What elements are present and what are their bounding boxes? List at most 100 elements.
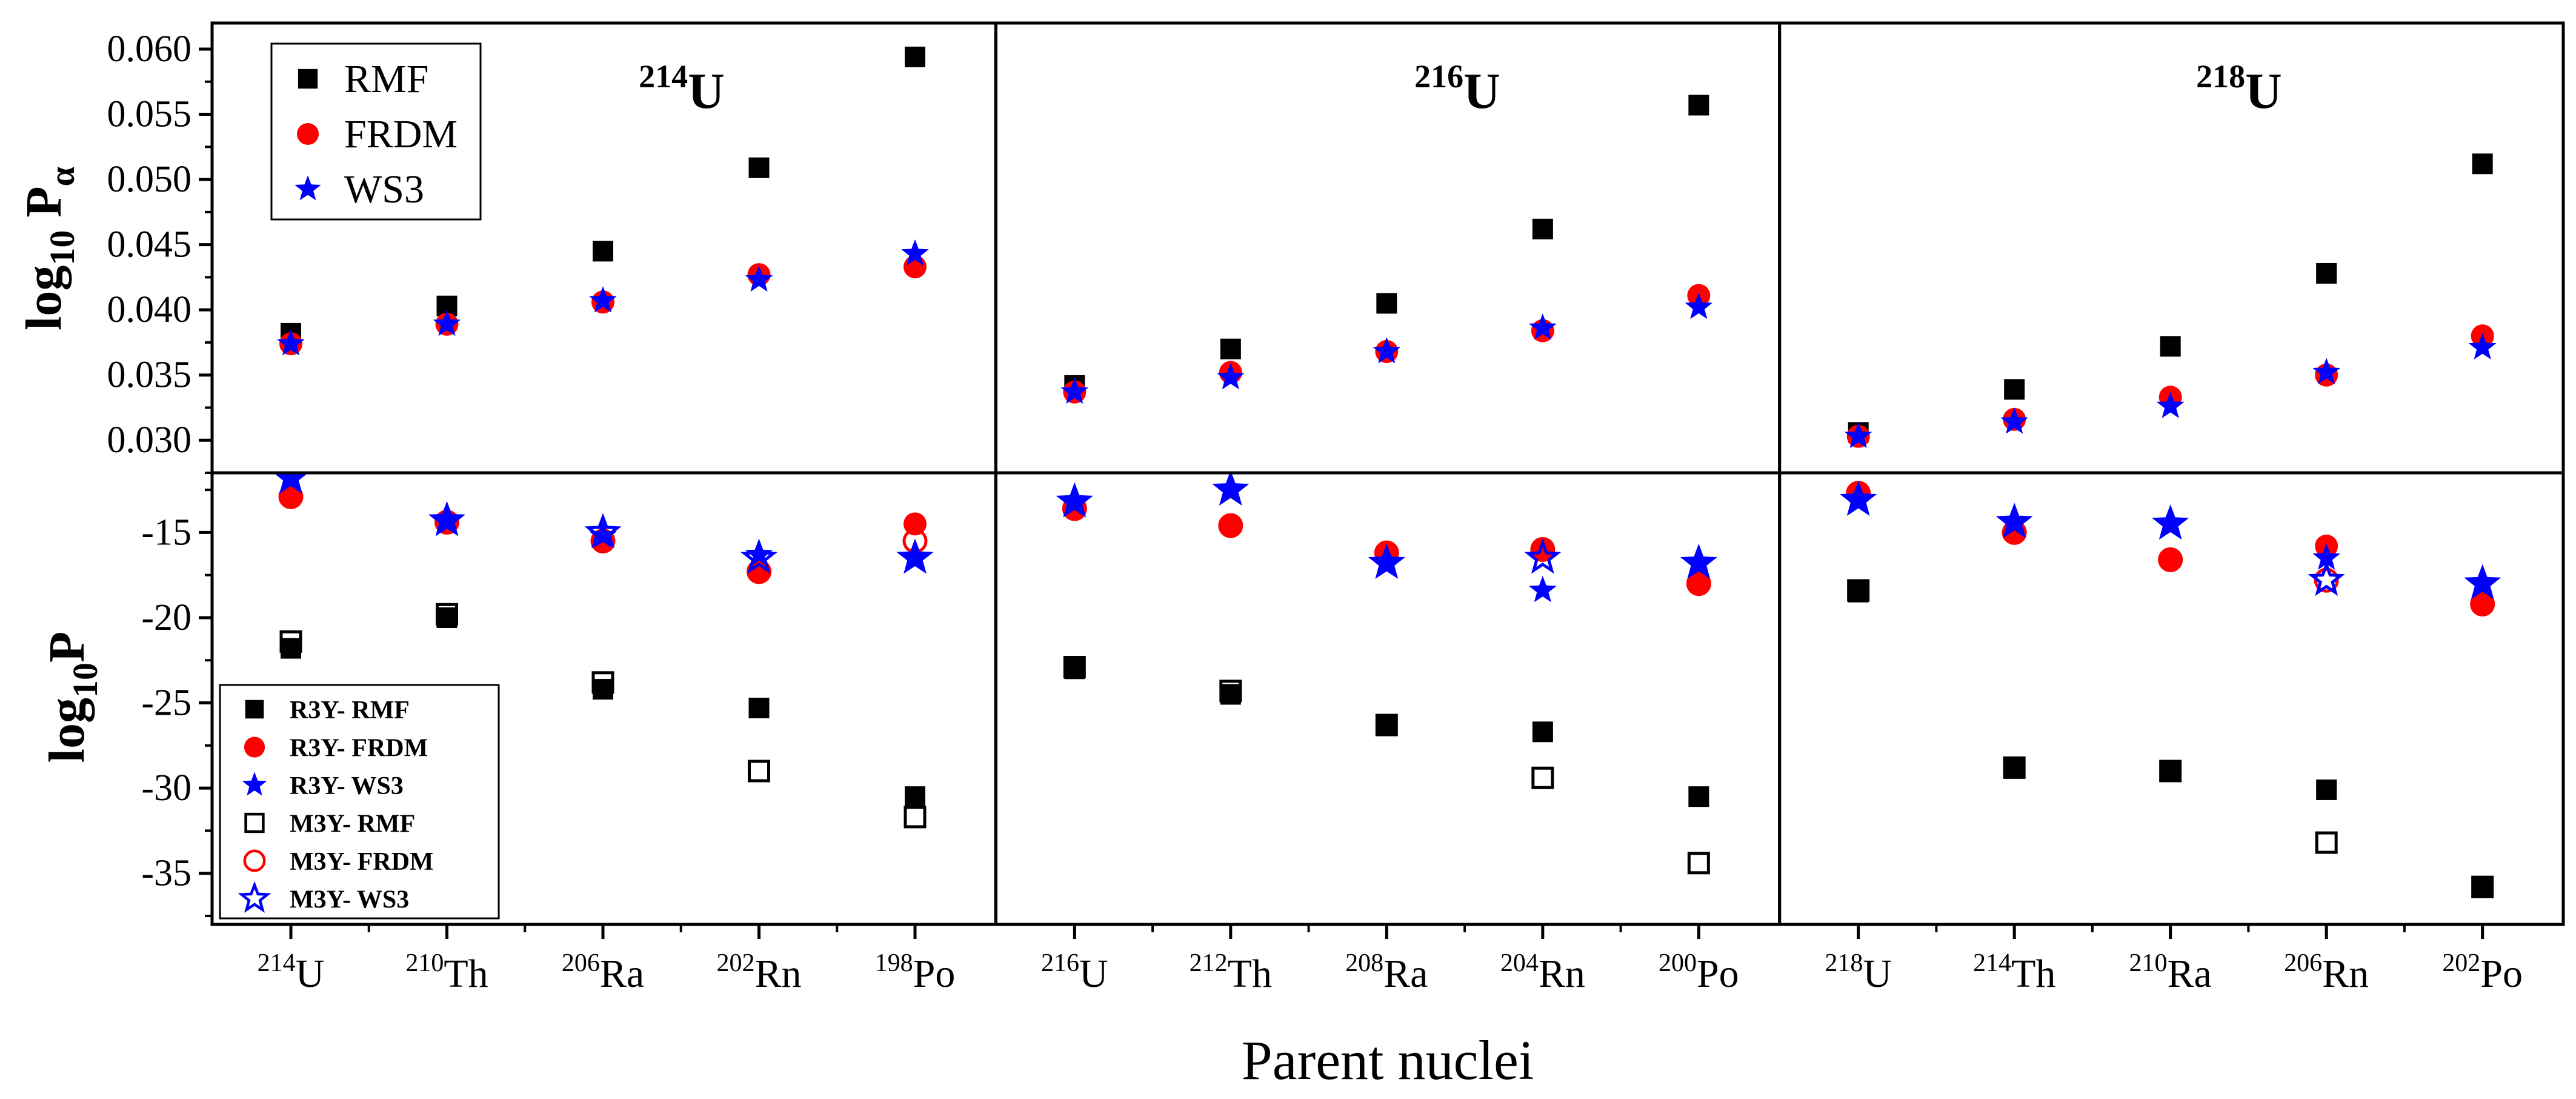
x-axis-title: Parent nuclei xyxy=(1242,1029,1534,1091)
point-r3y-ws3 xyxy=(1373,549,1401,575)
x-tick-label: 210Th xyxy=(405,949,488,996)
point-r3y-frdm xyxy=(2158,548,2182,572)
y-tick-label-top: 0.030 xyxy=(107,419,192,461)
point-r3y-rmf xyxy=(436,607,458,628)
legend-marker-m3y-rmf xyxy=(244,812,265,833)
panel-title: 216U xyxy=(1414,58,1500,119)
point-r3y-rmf xyxy=(1688,786,1709,807)
point-rmf xyxy=(1376,293,1397,314)
point-r3y-ws3 xyxy=(901,543,929,570)
point-m3y-frdm xyxy=(1218,513,1243,538)
legend-label: FRDM xyxy=(344,112,458,156)
point-rmf xyxy=(2316,262,2337,284)
legend-marker-m3y-ws3 xyxy=(238,881,271,913)
point-r3y-frdm xyxy=(904,512,927,536)
point-m3y-frdm xyxy=(2158,547,2183,572)
point-m3y-ws3 xyxy=(584,513,622,549)
point-m3y-ws3 xyxy=(2152,504,2189,540)
x-tick-label: 206Rn xyxy=(2284,949,2369,996)
legend-label: M3Y- WS3 xyxy=(290,886,409,914)
point-r3y-ws3 xyxy=(1844,486,1872,512)
point-r3y-rmf xyxy=(2472,877,2493,898)
point-r3y-ws3 xyxy=(1529,576,1557,603)
y-tick-label-bottom: -25 xyxy=(141,683,191,724)
point-m3y-frdm xyxy=(2470,591,2495,616)
point-r3y-ws3 xyxy=(2000,507,2028,534)
point-r3y-ws3 xyxy=(1217,475,1245,502)
point-r3y-ws3 xyxy=(2156,509,2185,536)
point-m3y-ws3 xyxy=(896,538,934,574)
x-tick-label: 214Th xyxy=(1973,949,2055,996)
bottom-legend: R3Y- RMF R3Y- FRDM R3Y- WS3 M3Y- RMF M3Y- FR… xyxy=(219,684,500,920)
point-ws3 xyxy=(2468,333,2497,359)
point-r3y-frdm xyxy=(1687,572,1711,595)
point-m3y-ws3 xyxy=(2308,560,2345,596)
point-rmf xyxy=(1532,218,1553,239)
point-rmf xyxy=(2004,379,2025,400)
y-tick-label-top: 0.050 xyxy=(107,159,192,200)
panel-frame-top xyxy=(994,21,1782,475)
point-r3y-ws3 xyxy=(1685,549,1713,575)
point-r3y-ws3 xyxy=(745,539,773,567)
point-m3y-frdm xyxy=(1530,537,1556,563)
legend-label: M3Y- FRDM xyxy=(290,848,434,876)
point-r3y-rmf xyxy=(1220,684,1241,705)
point-r3y-frdm xyxy=(279,485,302,509)
x-tick-label: 198Po xyxy=(875,949,956,996)
legend-label: RMF xyxy=(344,57,428,101)
point-m3y-ws3 xyxy=(1995,503,2033,538)
legend-label: WS3 xyxy=(344,167,424,212)
point-r3y-rmf xyxy=(1848,581,1869,603)
y-tick-label-bottom: -30 xyxy=(141,767,191,809)
point-r3y-rmf xyxy=(2160,760,2181,781)
point-ws3 xyxy=(901,239,929,266)
point-r3y-frdm xyxy=(1219,514,1242,538)
point-rmf xyxy=(1688,95,1709,116)
point-r3y-ws3 xyxy=(2468,569,2497,596)
point-ws3 xyxy=(1529,313,1557,340)
point-m3y-ws3 xyxy=(1680,543,1717,579)
point-ws3 xyxy=(1685,292,1713,319)
point-m3y-ws3 xyxy=(1056,482,1093,518)
x-tick-label: 208Ra xyxy=(1345,949,1428,996)
point-rmf xyxy=(2160,336,2181,357)
legend-marker-ws3 xyxy=(295,175,321,201)
point-ws3 xyxy=(1060,377,1089,404)
point-rmf xyxy=(593,241,613,262)
point-ws3 xyxy=(589,286,617,313)
point-m3y-frdm xyxy=(747,559,771,584)
point-rmf xyxy=(905,46,925,67)
point-rmf xyxy=(748,157,770,178)
x-tick-label: 200Po xyxy=(1659,949,1739,996)
y-axis-title-top: log10 Pα xyxy=(16,167,82,330)
point-m3y-rmf xyxy=(748,760,770,783)
point-r3y-ws3 xyxy=(1060,487,1089,514)
legend-label: M3Y- RMF xyxy=(290,810,415,838)
point-ws3 xyxy=(433,309,461,336)
y-tick-label-top: 0.035 xyxy=(107,355,192,396)
point-r3y-frdm xyxy=(747,560,771,584)
y-tick-label-top: 0.060 xyxy=(107,28,192,70)
legend-marker-r3y-rmf xyxy=(245,700,264,719)
panel-frame-bottom xyxy=(1778,471,2565,926)
x-tick-label: 204Rn xyxy=(1500,949,1585,996)
y-tick-label-top: 0.045 xyxy=(107,224,192,266)
x-tick-label: 212Th xyxy=(1190,949,1272,996)
legend-label: R3Y- WS3 xyxy=(290,772,404,800)
point-m3y-rmf xyxy=(904,806,927,829)
point-r3y-rmf xyxy=(1532,721,1553,743)
x-tick-label: 210Ra xyxy=(2129,949,2212,996)
panel-title: 214U xyxy=(639,58,725,119)
point-m3y-rmf xyxy=(2315,831,2338,854)
point-ws3 xyxy=(745,265,773,292)
legend-marker-m3y-frdm xyxy=(243,849,266,872)
point-rmf xyxy=(2472,153,2493,175)
point-m3y-rmf xyxy=(1531,766,1554,789)
point-r3y-rmf xyxy=(2316,779,2337,800)
point-m3y-ws3 xyxy=(428,501,466,536)
point-ws3 xyxy=(277,329,305,356)
point-ws3 xyxy=(2000,407,2028,434)
point-m3y-rmf xyxy=(1687,852,1710,875)
top-plot-area xyxy=(277,46,2497,449)
